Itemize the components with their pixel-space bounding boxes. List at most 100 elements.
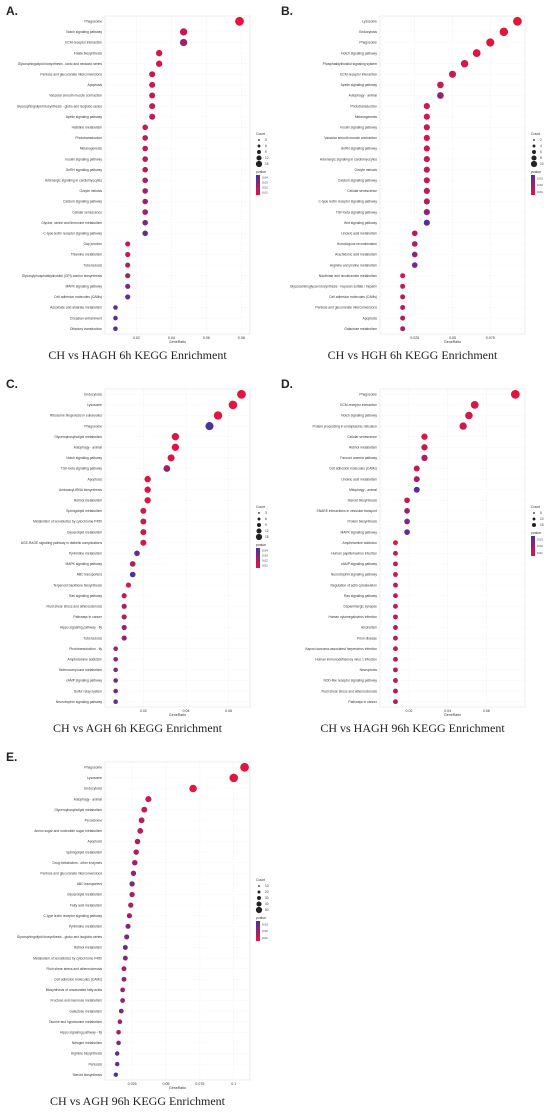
- category-label: Peroxisome: [85, 819, 103, 823]
- category-label: Selenocompound metabolism: [59, 668, 103, 672]
- category-label: Glycine, serine and threonine metabolism: [41, 221, 102, 225]
- data-point: [144, 497, 151, 504]
- category-label: NOD-like receptor signaling pathway: [323, 679, 377, 683]
- legend-count-label: 30: [265, 896, 269, 900]
- legend-count-dot: [533, 512, 535, 514]
- category-label: Nitrogen metabolism: [72, 1041, 102, 1045]
- category-label: Steroid biosynthesis: [347, 499, 377, 503]
- category-label: Phagosome: [84, 424, 102, 428]
- data-point: [400, 326, 406, 332]
- category-label: Pathways in cancer: [348, 700, 377, 704]
- data-point: [141, 806, 148, 813]
- category-label: Gap junction: [83, 242, 102, 246]
- data-point: [149, 81, 156, 88]
- x-tick-label: 0.025: [128, 1082, 137, 1086]
- data-point: [499, 27, 509, 37]
- legend-pvalue-label: 0.01: [262, 936, 268, 940]
- data-point: [113, 315, 118, 321]
- category-label: Phototransduction: [75, 136, 102, 140]
- category-label: Apoptosis: [88, 83, 103, 87]
- data-point: [423, 113, 430, 120]
- category-label: Amphetamine addiction: [343, 541, 378, 545]
- category-label: Glycerophospholipid metabolism: [54, 435, 102, 439]
- data-point: [142, 135, 148, 141]
- data-point: [423, 103, 430, 110]
- data-point: [113, 688, 118, 694]
- legend-count-label: 4: [540, 144, 542, 148]
- category-label: Ras signaling pathway: [69, 594, 102, 598]
- chart-panel: E. CH vs AGH 96h KEGG Enrichment 0.025 0.05…: [0, 746, 275, 1119]
- x-axis-label: GeneRatio: [444, 340, 461, 344]
- legend-count-dot: [258, 885, 260, 887]
- data-point: [142, 198, 148, 205]
- category-label: Hippo signaling pathway - fly: [60, 1031, 102, 1035]
- data-point: [125, 582, 132, 588]
- data-point: [128, 902, 134, 908]
- legend-pvalue-label: 0.04: [262, 176, 268, 180]
- category-label: cAMP signaling pathway: [66, 679, 102, 683]
- legend-count-dot: [531, 155, 537, 161]
- category-label: Pathways in cancer: [73, 615, 102, 619]
- category-label: Human papillomavirus infection: [331, 552, 377, 556]
- data-point: [228, 400, 238, 410]
- category-label: Linoleic acid metabolism: [341, 477, 377, 481]
- legend-pvalue-label: 0.02: [262, 186, 268, 190]
- data-point: [411, 230, 418, 237]
- category-label: Notch signaling pathway: [341, 51, 377, 55]
- x-tick-label: 0.05: [449, 336, 456, 340]
- legend-count-label: 15: [540, 523, 544, 527]
- data-point: [423, 187, 430, 194]
- legend-count-dot: [255, 533, 263, 541]
- data-point: [393, 540, 398, 546]
- data-point: [404, 508, 410, 514]
- category-label: Cellular senescence: [347, 435, 377, 439]
- category-label: AGE-RAGE signaling pathway in diabetic c…: [21, 541, 103, 545]
- legend-count-label: 15: [265, 162, 269, 166]
- category-label: Vascular smooth muscle contraction: [324, 136, 377, 140]
- category-label: Calcium signaling pathway: [63, 200, 102, 204]
- data-point: [167, 454, 175, 462]
- data-point: [113, 646, 118, 652]
- data-point: [229, 773, 239, 783]
- panel-letter: E.: [6, 750, 18, 764]
- data-point: [189, 784, 197, 793]
- data-point: [437, 92, 444, 99]
- data-point: [149, 103, 156, 110]
- legend-pvalue-bar: [256, 921, 260, 941]
- data-point: [113, 699, 118, 705]
- category-label: MAPK signaling pathway: [66, 562, 103, 566]
- data-point: [129, 561, 136, 567]
- legend-pvalue-label: 0.04: [262, 549, 268, 553]
- data-point: [163, 465, 171, 472]
- data-point: [113, 678, 118, 683]
- data-point: [240, 762, 249, 772]
- data-point: [129, 881, 135, 887]
- legend-count-dot: [258, 512, 260, 514]
- legend-count-dot: [532, 150, 536, 154]
- legend-pvalue-label: 0.01: [262, 564, 268, 568]
- data-point: [448, 70, 457, 78]
- x-tick-label: 0.04: [168, 336, 175, 340]
- data-point: [140, 507, 147, 514]
- data-point: [142, 156, 148, 162]
- data-point: [140, 518, 147, 525]
- data-point: [470, 400, 479, 409]
- data-point: [510, 389, 520, 399]
- data-point: [142, 124, 148, 131]
- x-tick-label: 0.04: [444, 709, 451, 713]
- data-point: [413, 486, 420, 493]
- category-label: Glycosaminoglycan biosynthesis - heparan…: [290, 285, 377, 289]
- data-point: [400, 294, 406, 300]
- category-label: Adrenergic signaling in cardiomyocytes: [320, 157, 378, 161]
- legend-count-dot: [255, 160, 263, 168]
- data-point: [120, 998, 126, 1003]
- data-point: [125, 251, 131, 258]
- legend-pvalue-label: 0.02: [262, 929, 268, 933]
- legend-pvalue-title: pvalue: [256, 170, 266, 174]
- category-label: Melanogenesis: [80, 147, 103, 151]
- legend-count-dot: [257, 150, 261, 154]
- category-label: Biosynthesis of unsaturated fatty acids: [46, 988, 103, 992]
- category-label: Prion disease: [357, 636, 377, 640]
- category-label: Galactose metabolism: [69, 1009, 102, 1013]
- category-label: Human cytomegalovirus infection: [328, 615, 377, 619]
